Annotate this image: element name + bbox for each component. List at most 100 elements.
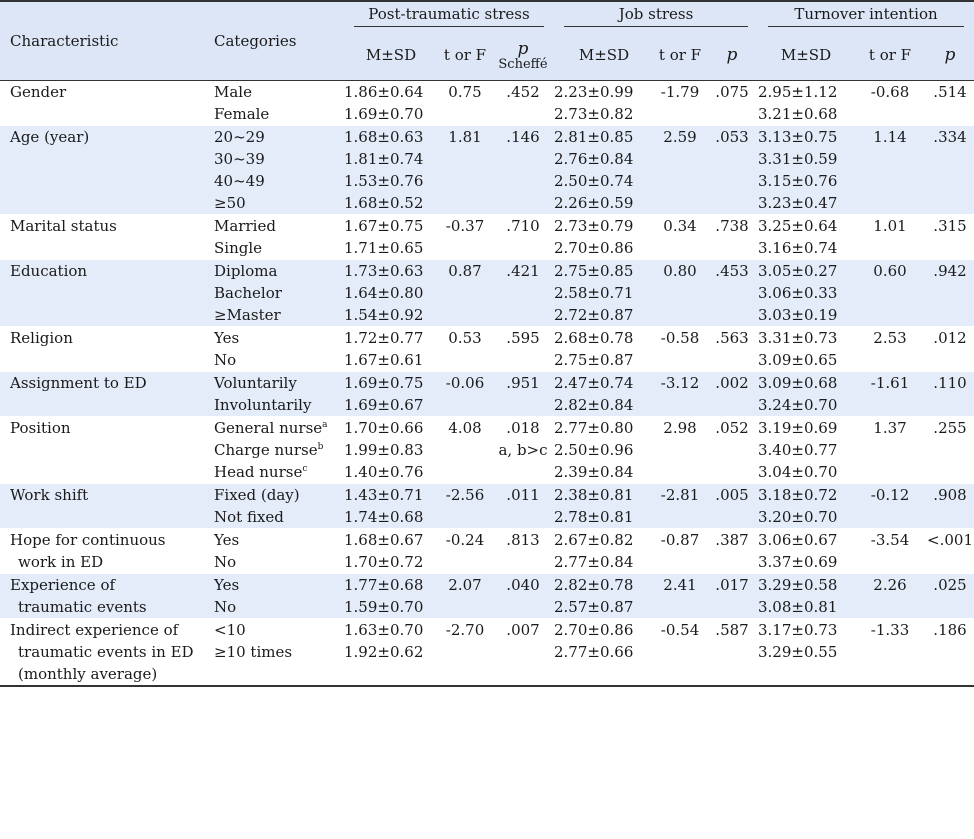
ti-msd-cell-line: 3.04±0.70 [758,463,838,481]
col-pts-msd: M±SD [344,30,438,81]
pts-p-cell: .421 [492,259,554,327]
table-row: Position General nursea Charge nurseb Head … [0,417,974,484]
pts-msd-cell-line: 1.69±0.67 [344,396,424,414]
category-cell-line: Fixed (day) [214,486,300,504]
category-cell-line: ≥50 [214,194,246,212]
pts-t-cell: -0.37 [438,215,492,260]
category-cell-line: Bachelor [214,284,282,302]
js-t-cell: 2.98 [654,417,706,484]
characteristic-cell-line: Work shift [10,486,89,504]
js-msd-cell: 2.67±0.82 2.77±0.84 [554,529,654,574]
js-t-cell-value: 2.98 [663,419,697,437]
table-row: Assignment to ED Voluntarily Involuntarily… [0,371,974,417]
ti-p-cell-value: .315 [933,217,967,235]
ti-p-cell-value: <.001 [927,531,973,549]
pts-t-cell: -0.06 [438,371,492,417]
pts-t-cell: -0.24 [438,529,492,574]
category-cell-line: Voluntarily [214,374,297,392]
js-p-cell-value: .017 [715,576,749,594]
pts-p-cell-value: .146 [506,128,540,146]
js-msd-cell-line: 2.47±0.74 [554,374,634,392]
pts-msd-cell-line: 1.53±0.76 [344,172,424,190]
pts-p-cell-value: .018 [506,419,540,437]
js-msd-cell-line: 2.77±0.84 [554,553,634,571]
pts-msd-cell-line: 1.68±0.67 [344,531,424,549]
js-msd-cell-line: 2.23±0.99 [554,83,634,101]
js-p-cell-value: .052 [715,419,749,437]
pts-msd-cell-line: 1.43±0.71 [344,486,424,504]
pts-p-cell-value: .813 [506,531,540,549]
ti-msd-cell-line: 3.25±0.64 [758,217,838,235]
ti-p-cell-value: .012 [933,329,967,347]
js-msd-cell-line: 2.82±0.78 [554,576,634,594]
pts-p-cell-value: .421 [506,262,540,280]
characteristic-cell: Gender [0,81,210,126]
js-p-cell: .053 [706,125,758,215]
js-msd-cell: 2.77±0.80 2.50±0.96 2.39±0.84 [554,417,654,484]
js-msd-cell: 2.82±0.78 2.57±0.87 [554,573,654,619]
pts-msd-cell: 1.68±0.67 1.70±0.72 [344,529,438,574]
ti-msd-cell-line: 3.37±0.69 [758,553,838,571]
table-row: Experience of traumatic events Yes No 1.77±0… [0,573,974,619]
js-t-cell-value: 2.59 [663,128,697,146]
col-pts-p: p Scheffé [492,30,554,81]
ti-t-cell-value: 1.14 [873,128,907,146]
ti-msd-cell-line: 3.20±0.70 [758,508,838,526]
category-cell-line: 40~49 [214,172,265,190]
js-t-cell-value: -1.79 [660,83,700,101]
ti-msd-cell-line: 3.09±0.65 [758,351,838,369]
js-t-cell: -3.12 [654,371,706,417]
pts-t-cell-value: 4.08 [448,419,482,437]
pts-msd-cell-line: 1.64±0.80 [344,284,424,302]
pts-msd-cell-line: 1.67±0.61 [344,351,424,369]
category-cell-line: Head nursec [214,463,308,481]
category-cell-line: Involuntarily [214,396,312,414]
category-cell-line: <10 [214,621,246,639]
ti-t-cell: 1.14 [854,125,926,215]
ti-msd-cell-line: 3.08±0.81 [758,598,838,616]
js-msd-cell-line: 2.77±0.66 [554,643,634,661]
category-cell-line: Yes [214,576,240,594]
js-p-cell: .453 [706,259,758,327]
ti-msd-cell: 3.09±0.68 3.24±0.70 [758,371,854,417]
js-msd-cell-line: 2.39±0.84 [554,463,634,481]
pts-p-cell-value: .040 [506,576,540,594]
js-msd-cell: 2.70±0.86 2.77±0.66 [554,619,654,687]
pts-p-cell: .452 [492,81,554,126]
col-js-p: p [706,30,758,81]
js-msd-cell-line: 2.68±0.78 [554,329,634,347]
js-msd-cell-line: 2.73±0.79 [554,217,634,235]
ti-t-cell: -3.54 [854,529,926,574]
js-msd-cell-line: 2.57±0.87 [554,598,634,616]
pts-t-cell-value: -0.37 [445,217,485,235]
category-cell-line: 30~39 [214,150,265,168]
pts-t-cell: -2.70 [438,619,492,687]
pts-msd-cell-line: 1.71±0.65 [344,239,424,257]
ti-t-cell-value: -3.54 [870,531,910,549]
js-t-cell-value: 0.80 [663,262,697,280]
pts-t-cell: 1.81 [438,125,492,215]
characteristic-cell-line: Education [10,262,88,280]
ti-msd-cell-line: 3.40±0.77 [758,441,838,459]
pts-msd-cell: 1.63±0.70 1.92±0.62 [344,619,438,687]
pts-msd-cell-line: 1.59±0.70 [344,598,424,616]
ti-p-cell: .315 [926,215,974,260]
js-msd-cell-line: 2.77±0.80 [554,419,634,437]
ti-msd-cell-line: 3.31±0.73 [758,329,838,347]
ti-msd-cell: 3.29±0.58 3.08±0.81 [758,573,854,619]
pts-p-cell: .951 [492,371,554,417]
js-msd-cell-line: 2.72±0.87 [554,306,634,324]
js-msd-cell: 2.23±0.99 2.73±0.82 [554,81,654,126]
ti-msd-cell: 3.17±0.73 3.29±0.55 [758,619,854,687]
characteristics-table: Characteristic Categories Post-traumatic… [0,1,974,687]
pts-msd-cell-line: 1.69±0.75 [344,374,424,392]
ti-msd-cell: 2.95±1.12 3.21±0.68 [758,81,854,126]
category-cell: <10 ≥10 times [210,619,344,687]
characteristic-cell-line: Gender [10,83,67,101]
js-p-cell-value: .563 [715,329,749,347]
characteristic-cell-line: Religion [10,329,73,347]
ti-t-cell-value: 0.60 [873,262,907,280]
category-cell-line: Single [214,239,263,257]
ti-p-cell: .334 [926,125,974,215]
ti-msd-cell: 3.05±0.27 3.06±0.33 3.03±0.19 [758,259,854,327]
